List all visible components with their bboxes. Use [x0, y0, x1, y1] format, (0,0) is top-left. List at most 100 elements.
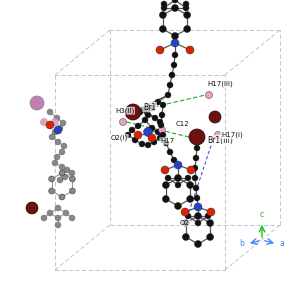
Circle shape	[192, 165, 198, 171]
Circle shape	[145, 112, 151, 118]
Circle shape	[143, 128, 152, 136]
Circle shape	[187, 196, 194, 202]
Circle shape	[194, 195, 200, 201]
Circle shape	[207, 208, 215, 216]
Circle shape	[171, 39, 179, 47]
Circle shape	[183, 1, 189, 7]
Circle shape	[175, 202, 182, 209]
Circle shape	[49, 134, 55, 140]
Circle shape	[69, 170, 75, 176]
Circle shape	[47, 210, 53, 216]
Text: H3(ii): H3(ii)	[115, 107, 134, 114]
Circle shape	[125, 104, 141, 120]
Circle shape	[172, 52, 178, 58]
Circle shape	[135, 123, 141, 129]
Circle shape	[175, 175, 182, 182]
Circle shape	[132, 137, 138, 143]
Circle shape	[158, 122, 164, 128]
Circle shape	[149, 125, 155, 131]
Circle shape	[171, 62, 177, 68]
Circle shape	[160, 132, 166, 138]
Circle shape	[207, 233, 214, 241]
Circle shape	[214, 131, 221, 139]
Text: a: a	[280, 239, 285, 248]
Circle shape	[69, 176, 75, 182]
Circle shape	[169, 72, 175, 78]
Circle shape	[175, 182, 181, 188]
Circle shape	[159, 11, 167, 19]
Circle shape	[129, 127, 135, 133]
Circle shape	[181, 208, 189, 216]
Circle shape	[194, 203, 202, 211]
Circle shape	[182, 233, 189, 241]
Circle shape	[62, 174, 68, 180]
Circle shape	[162, 196, 169, 202]
Circle shape	[47, 109, 53, 115]
Circle shape	[187, 182, 194, 188]
Circle shape	[194, 145, 200, 151]
Circle shape	[194, 241, 202, 248]
Circle shape	[189, 129, 205, 145]
Circle shape	[158, 127, 166, 134]
Circle shape	[137, 109, 143, 115]
Text: Br1(iii): Br1(iii)	[207, 136, 233, 145]
Circle shape	[60, 120, 66, 126]
Circle shape	[59, 149, 65, 155]
Circle shape	[193, 155, 199, 161]
Circle shape	[159, 112, 165, 118]
Circle shape	[163, 140, 169, 146]
Text: H17(iii): H17(iii)	[207, 80, 233, 87]
Circle shape	[162, 182, 169, 188]
Circle shape	[155, 99, 161, 105]
Circle shape	[52, 129, 58, 135]
Circle shape	[165, 175, 171, 181]
Circle shape	[187, 166, 195, 174]
Circle shape	[193, 185, 199, 191]
Circle shape	[55, 139, 61, 145]
Circle shape	[156, 46, 164, 54]
Circle shape	[161, 1, 167, 7]
Circle shape	[144, 109, 150, 115]
Text: c: c	[260, 210, 264, 219]
Circle shape	[55, 205, 61, 211]
Circle shape	[49, 176, 55, 182]
Circle shape	[172, 4, 178, 11]
Circle shape	[157, 119, 163, 125]
Circle shape	[184, 26, 190, 32]
Circle shape	[54, 126, 62, 134]
Text: b: b	[239, 239, 244, 248]
Circle shape	[167, 82, 173, 88]
Circle shape	[59, 164, 65, 170]
Circle shape	[69, 188, 75, 194]
Text: H17(i): H17(i)	[221, 132, 243, 138]
Circle shape	[152, 115, 158, 121]
Circle shape	[183, 5, 189, 11]
Circle shape	[63, 210, 69, 216]
Circle shape	[155, 129, 161, 135]
Circle shape	[172, 32, 178, 40]
Circle shape	[174, 161, 182, 169]
Circle shape	[195, 220, 201, 226]
Circle shape	[142, 117, 148, 123]
Circle shape	[185, 175, 191, 181]
Circle shape	[59, 194, 65, 200]
Circle shape	[55, 222, 61, 228]
Circle shape	[151, 139, 157, 145]
Circle shape	[52, 118, 58, 125]
Circle shape	[49, 188, 55, 194]
Circle shape	[184, 11, 190, 19]
Text: O2: O2	[180, 220, 190, 226]
Circle shape	[171, 157, 177, 163]
Circle shape	[30, 96, 44, 110]
Circle shape	[159, 26, 167, 32]
Circle shape	[207, 220, 214, 226]
Circle shape	[145, 142, 151, 148]
Circle shape	[167, 149, 173, 155]
Circle shape	[149, 105, 155, 111]
Circle shape	[54, 154, 60, 160]
Circle shape	[182, 220, 189, 226]
Circle shape	[59, 170, 65, 176]
Circle shape	[125, 132, 131, 138]
Circle shape	[139, 141, 145, 147]
Circle shape	[172, 0, 178, 3]
